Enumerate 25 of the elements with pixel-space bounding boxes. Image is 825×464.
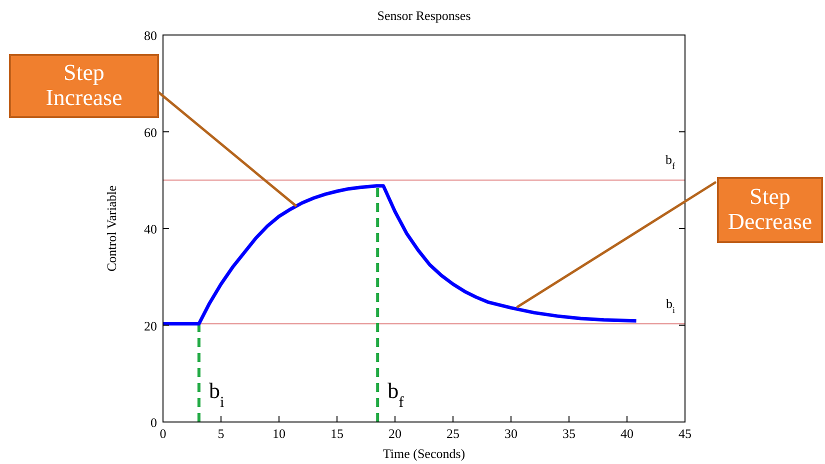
y-tick-label: 40 xyxy=(144,222,157,236)
y-tick-label: 60 xyxy=(144,124,157,140)
x-tick-label: 10 xyxy=(272,426,286,441)
y-tick-label: 80 xyxy=(144,28,157,43)
chart-title: Sensor Responses xyxy=(377,8,471,23)
y-tick-label: 0 xyxy=(150,415,157,430)
ref-line-label: b$_{f}$ xyxy=(388,378,405,410)
x-tick-label: 0 xyxy=(160,426,166,441)
x-tick-label: 5 xyxy=(218,426,224,441)
x-axis-title: Time (Seconds) xyxy=(382,446,466,461)
line-series xyxy=(161,184,638,326)
y-tick-label: 20 xyxy=(144,318,157,334)
x-tick-label: 30 xyxy=(504,426,518,441)
x-tick-label: 15 xyxy=(330,426,344,441)
x-tick-label: 45 xyxy=(678,426,692,441)
annotation: Step Decrease xyxy=(728,184,812,234)
x-tick-label: 20 xyxy=(388,426,402,441)
annotation: Step Increase xyxy=(46,60,122,110)
ref-line-label: b$_{f}$ xyxy=(665,152,676,172)
x-tick-label: 40 xyxy=(620,426,634,441)
x-tick-label: 35 xyxy=(562,426,576,441)
y-axis-title: Control Variable xyxy=(104,185,119,272)
x-tick-label: 25 xyxy=(446,426,460,441)
ref-line-label: b$_{i}$ xyxy=(208,378,224,410)
ref-line-label: b$_{i}$ xyxy=(666,296,676,315)
